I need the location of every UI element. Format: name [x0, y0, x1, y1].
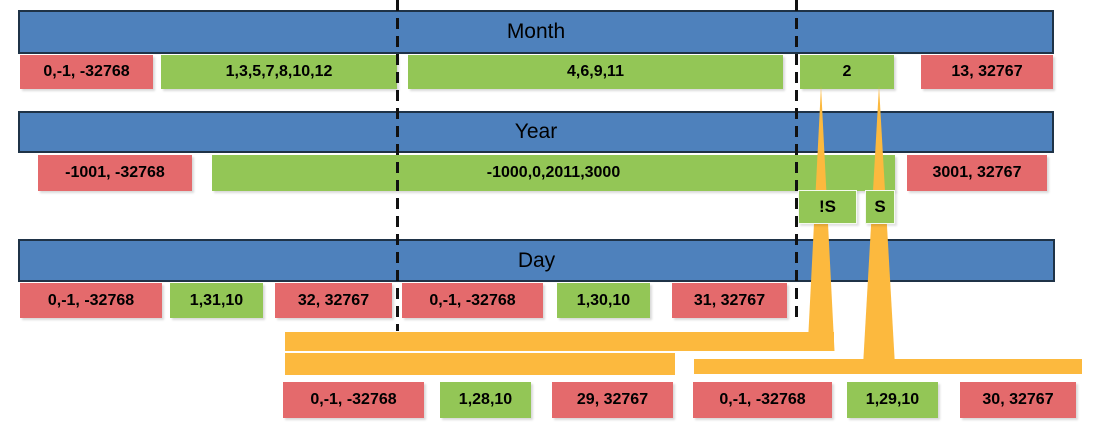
feb28-invalid-high-label: 29, 32767: [576, 391, 649, 408]
leap-flag-label: S: [874, 197, 886, 216]
nonleap-flag-label: !S: [819, 197, 836, 216]
day30-invalid-high-box: 31, 32767: [672, 283, 787, 318]
connector-bar-nonleap-upper: [285, 332, 834, 351]
dashed-divider-right: [795, 0, 798, 321]
connector-bar-leap: [694, 359, 1082, 374]
day30-invalid-low-box: 0,-1, -32768: [402, 283, 543, 318]
day-bar-label: Day: [517, 248, 556, 272]
feb28-invalid-low-label: 0,-1, -32768: [310, 391, 397, 408]
nonleap-flag-box: !S: [798, 190, 857, 224]
year-valid-box: -1000,0,2011,3000: [212, 155, 895, 191]
day31-invalid-low-label: 0,-1, -32768: [47, 291, 135, 309]
leap-spike: [863, 86, 895, 366]
feb28-valid-box: 1,28,10: [440, 382, 531, 418]
feb29-valid-label: 1,29,10: [865, 391, 920, 408]
day30-invalid-low-label: 0,-1, -32768: [429, 291, 516, 309]
month-range-bar: Month: [18, 10, 1054, 54]
month-30day-label: 4,6,9,11: [567, 63, 624, 80]
day30-valid-box: 1,30,10: [557, 283, 650, 318]
month-invalid-high-box: 13, 32767: [921, 55, 1053, 89]
day30-invalid-high-label: 31, 32767: [693, 291, 766, 309]
year-invalid-high-box: 3001, 32767: [907, 155, 1047, 191]
month-february-box: 2: [800, 55, 894, 89]
day31-valid-box: 1,31,10: [170, 283, 263, 318]
day31-invalid-high-label: 32, 32767: [297, 291, 370, 309]
month-invalid-low-label: 0,-1, -32768: [43, 63, 130, 80]
day31-valid-label: 1,31,10: [189, 291, 244, 309]
dashed-divider-left: [396, 0, 399, 331]
day30-valid-label: 1,30,10: [576, 291, 631, 309]
month-invalid-high-label: 13, 32767: [951, 63, 1023, 80]
feb28-valid-label: 1,28,10: [458, 391, 513, 408]
leap-flag-box: S: [865, 190, 895, 224]
month-invalid-low-box: 0,-1, -32768: [20, 55, 153, 89]
feb29-invalid-high-box: 30, 32767: [960, 382, 1076, 418]
feb28-invalid-high-box: 29, 32767: [552, 382, 673, 418]
year-invalid-low-box: -1001, -32768: [38, 155, 192, 191]
year-bar-label: Year: [514, 120, 558, 143]
month-31day-box: 1,3,5,7,8,10,12: [161, 55, 397, 89]
feb29-invalid-low-label: 0,-1, -32768: [719, 391, 806, 408]
year-invalid-high-label: 3001, 32767: [932, 164, 1022, 181]
feb29-valid-box: 1,29,10: [847, 382, 938, 418]
month-bar-label: Month: [506, 20, 566, 43]
feb28-invalid-low-box: 0,-1, -32768: [283, 382, 424, 418]
connector-bar-nonleap-lower: [285, 353, 675, 375]
day31-invalid-high-box: 32, 32767: [275, 283, 392, 318]
year-valid-label: -1000,0,2011,3000: [486, 164, 621, 181]
feb29-invalid-high-label: 30, 32767: [982, 391, 1054, 408]
month-february-label: 2: [842, 63, 852, 80]
year-invalid-low-label: -1001, -32768: [65, 164, 165, 181]
month-30day-box: 4,6,9,11: [408, 55, 783, 89]
day31-invalid-low-box: 0,-1, -32768: [20, 283, 162, 318]
feb29-invalid-low-box: 0,-1, -32768: [693, 382, 832, 418]
month-31day-label: 1,3,5,7,8,10,12: [225, 63, 333, 80]
